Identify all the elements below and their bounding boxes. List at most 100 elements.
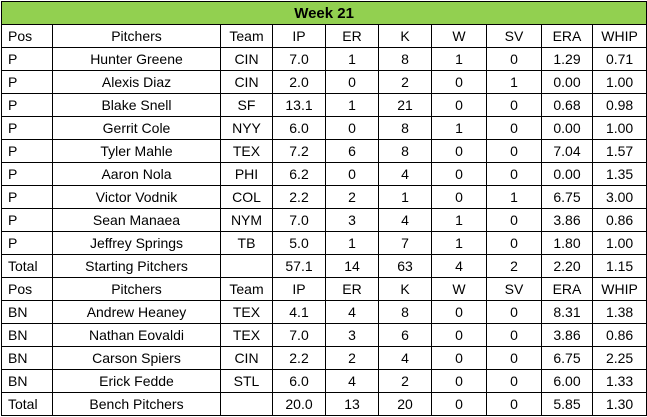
- cell-k: 7: [378, 231, 432, 255]
- cell-k: 8: [378, 300, 432, 324]
- cell-ip: 2.2: [272, 185, 326, 209]
- cell-k: 8: [378, 139, 432, 163]
- cell-w: W: [431, 24, 487, 48]
- cell-w: 0: [431, 346, 487, 370]
- cell-w: 0: [431, 323, 487, 347]
- cell-whip: 0.86: [591, 208, 647, 232]
- cell-k: 8: [378, 47, 432, 71]
- cell-team: TEX: [220, 323, 273, 347]
- cell-k: 8: [378, 116, 432, 140]
- cell-ip: 57.1: [272, 254, 326, 278]
- cell-whip: WHIP: [591, 277, 647, 301]
- cell-name: Tyler Mahle: [52, 139, 221, 163]
- cell-w: 4: [431, 254, 487, 278]
- player-row: BN Carson Spiers CIN 2.2 2 4 0 0 6.75 2.25: [1, 346, 647, 370]
- cell-w: 0: [431, 93, 487, 117]
- cell-era: 6.75: [541, 346, 593, 370]
- cell-sv: 2: [486, 254, 542, 278]
- cell-whip: 1.15: [591, 254, 647, 278]
- cell-team: CIN: [220, 47, 273, 71]
- cell-sv: 0: [486, 116, 542, 140]
- cell-era: 5.85: [541, 392, 593, 416]
- player-row: BN Nathan Eovaldi TEX 7.0 3 6 0 0 3.86 0.86: [1, 323, 647, 347]
- cell-sv: 0: [486, 139, 542, 163]
- player-row: P Victor Vodnik COL 2.2 2 1 0 1 6.75 3.00: [1, 185, 647, 209]
- cell-era: 0.00: [541, 162, 593, 186]
- cell-sv: 0: [486, 323, 542, 347]
- cell-ip: 7.0: [272, 208, 326, 232]
- cell-era: 8.31: [541, 300, 593, 324]
- cell-whip: 1.00: [591, 70, 647, 94]
- cell-name: Sean Manaea: [52, 208, 221, 232]
- cell-name: Gerrit Cole: [52, 116, 221, 140]
- cell-name: Alexis Diaz: [52, 70, 221, 94]
- cell-whip: 1.35: [591, 162, 647, 186]
- cell-ip: 6.0: [272, 116, 326, 140]
- cell-whip: 1.38: [591, 300, 647, 324]
- cell-w: 1: [431, 208, 487, 232]
- cell-er: ER: [325, 277, 379, 301]
- header-row: Pos Pitchers Team IP ER K W SV ERA WHIP: [1, 24, 647, 48]
- player-row: P Tyler Mahle TEX 7.2 6 8 0 0 7.04 1.57: [1, 139, 647, 163]
- cell-name: Bench Pitchers: [52, 392, 221, 416]
- cell-sv: 0: [486, 208, 542, 232]
- cell-name: Nathan Eovaldi: [52, 323, 221, 347]
- cell-pos: Total: [1, 254, 53, 278]
- cell-pos: P: [1, 208, 53, 232]
- cell-k: 63: [378, 254, 432, 278]
- cell-name: Blake Snell: [52, 93, 221, 117]
- cell-pos: BN: [1, 300, 53, 324]
- cell-sv: 0: [486, 392, 542, 416]
- cell-er: 4: [325, 369, 379, 393]
- cell-k: 20: [378, 392, 432, 416]
- cell-er: 1: [325, 231, 379, 255]
- player-row: P Alexis Diaz CIN 2.0 0 2 0 1 0.00 1.00: [1, 70, 647, 94]
- cell-sv: 0: [486, 47, 542, 71]
- cell-ip: 2.2: [272, 346, 326, 370]
- cell-team: NYY: [220, 116, 273, 140]
- cell-er: ER: [325, 24, 379, 48]
- cell-name: Andrew Heaney: [52, 300, 221, 324]
- cell-ip: IP: [272, 24, 326, 48]
- player-row: P Jeffrey Springs TB 5.0 1 7 1 0 1.80 1.00: [1, 231, 647, 255]
- cell-whip: 3.00: [591, 185, 647, 209]
- player-row: P Gerrit Cole NYY 6.0 0 8 1 0 0.00 1.00: [1, 116, 647, 140]
- player-row: P Aaron Nola PHI 6.2 0 4 0 0 0.00 1.35: [1, 162, 647, 186]
- cell-team: [220, 254, 273, 278]
- cell-er: 2: [325, 185, 379, 209]
- cell-ip: 7.0: [272, 47, 326, 71]
- total-row: Total Bench Pitchers 20.0 13 20 0 0 5.85 1.30: [1, 392, 647, 416]
- cell-pos: P: [1, 116, 53, 140]
- cell-whip: 1.00: [591, 116, 647, 140]
- cell-name: Hunter Greene: [52, 47, 221, 71]
- cell-k: 21: [378, 93, 432, 117]
- cell-k: 2: [378, 369, 432, 393]
- cell-era: 7.04: [541, 139, 593, 163]
- cell-er: 0: [325, 116, 379, 140]
- cell-pos: P: [1, 185, 53, 209]
- cell-whip: 1.33: [591, 369, 647, 393]
- header-row: Pos Pitchers Team IP ER K W SV ERA WHIP: [1, 277, 647, 301]
- cell-whip: 2.25: [591, 346, 647, 370]
- cell-team: SF: [220, 93, 273, 117]
- cell-k: 4: [378, 162, 432, 186]
- total-row: Total Starting Pitchers 57.1 14 63 4 2 2.20 1.15: [1, 254, 647, 278]
- cell-team: CIN: [220, 70, 273, 94]
- cell-k: 2: [378, 70, 432, 94]
- cell-name: Starting Pitchers: [52, 254, 221, 278]
- cell-name: Aaron Nola: [52, 162, 221, 186]
- cell-w: 0: [431, 70, 487, 94]
- cell-pos: P: [1, 70, 53, 94]
- cell-era: 1.29: [541, 47, 593, 71]
- cell-name: Carson Spiers: [52, 346, 221, 370]
- cell-whip: 1.30: [591, 392, 647, 416]
- cell-pos: BN: [1, 346, 53, 370]
- cell-whip: 0.71: [591, 47, 647, 71]
- cell-ip: 13.1: [272, 93, 326, 117]
- cell-era: 3.86: [541, 208, 593, 232]
- cell-w: 1: [431, 47, 487, 71]
- cell-pos: P: [1, 47, 53, 71]
- cell-er: 2: [325, 346, 379, 370]
- cell-w: 0: [431, 139, 487, 163]
